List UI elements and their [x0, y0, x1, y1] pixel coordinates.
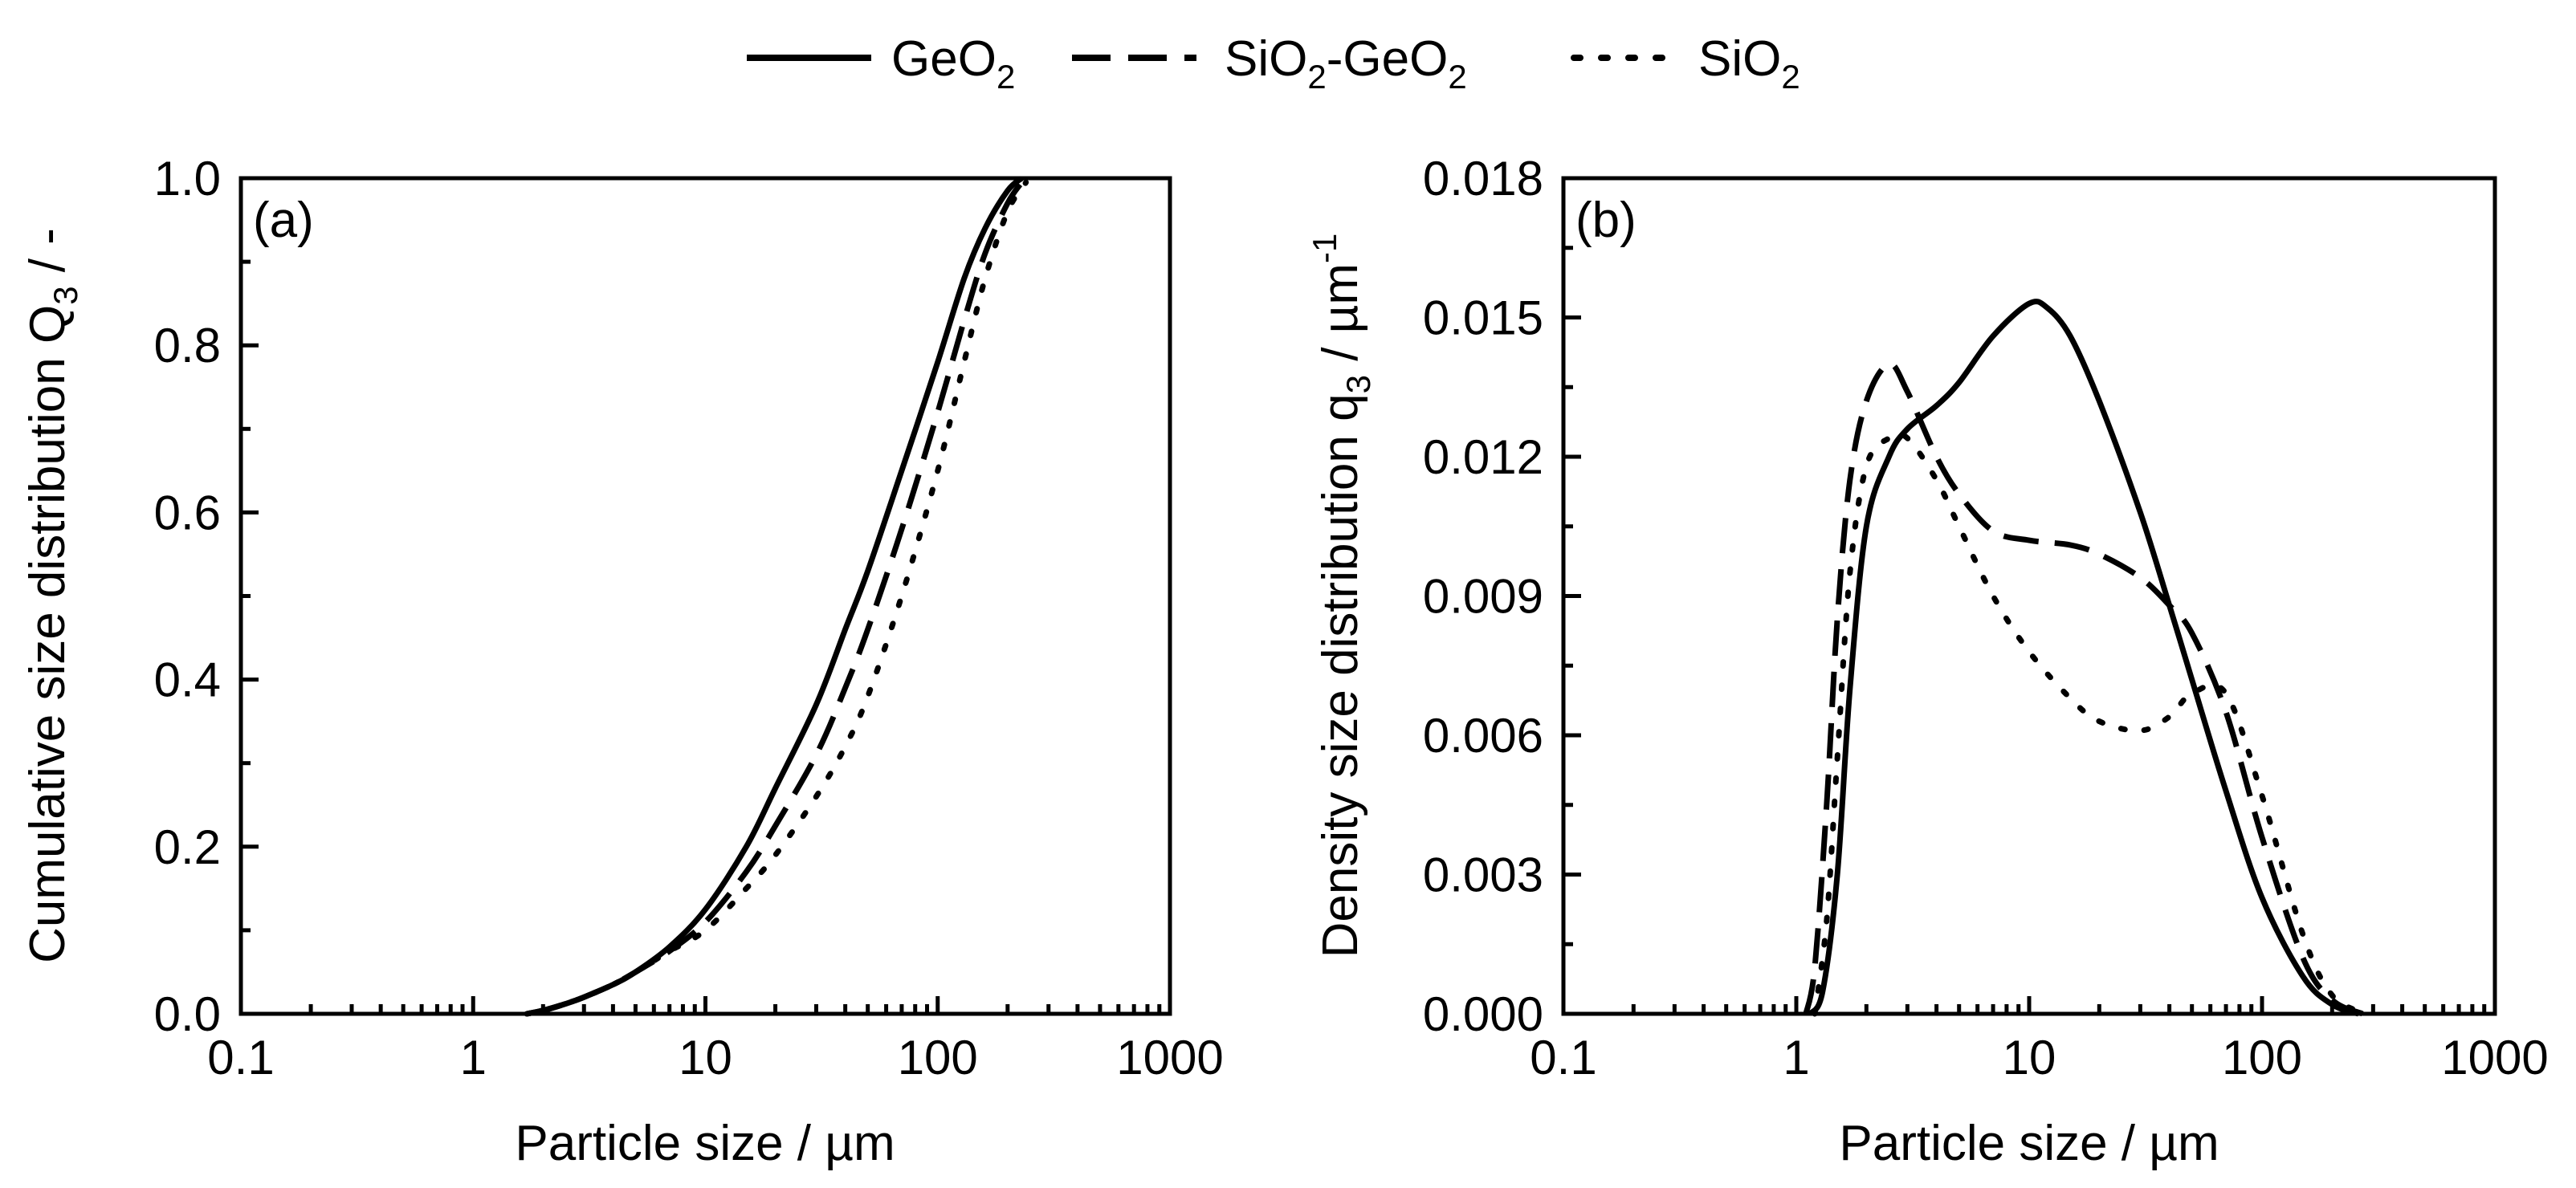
- panel-a: 0.1 1 10 100 1000 0.0 0.2 0.4 0.6 0.8 1.0 (a) Part…: [20, 152, 1224, 1171]
- panel-a-ticks: 0.1 1 10 100 1000 0.0 0.2 0.4 0.6 0.8 1.0: [154, 152, 1224, 1084]
- legend-label-sio2: SiO2: [1698, 31, 1800, 96]
- panel-a-series-solid: [526, 176, 1024, 1017]
- panel-b-series-dotted: [1812, 430, 2370, 1017]
- panel-a-x-tick-label: 0.1: [207, 1031, 274, 1084]
- panel-b-x-tick-label: 1000: [2441, 1031, 2548, 1084]
- panel-b-y-tick-label: 0.009: [1423, 570, 1543, 624]
- panel-b-y-tick-label: 0.015: [1423, 291, 1543, 345]
- panel-b-x-tick-label: 1: [1783, 1031, 1809, 1084]
- panel-b-y-tick-label: 0.018: [1423, 152, 1543, 205]
- panel-b-y-tick-label: 0.006: [1423, 709, 1543, 763]
- panel-a-y-tick-label: 1.0: [154, 152, 221, 205]
- panel-b-y-tick-label: 0.003: [1423, 848, 1543, 902]
- panel-b-y-tick-label: 0.000: [1423, 987, 1543, 1041]
- panel-a-x-tick-label: 100: [898, 1031, 978, 1084]
- panel-b: 0.1 1 10 100 1000 0.000 0.003 0.006 0.009 0.012 0.…: [1306, 152, 2549, 1171]
- panel-a-y-tick-label: 0.8: [154, 319, 221, 372]
- panel-a-y-tick-label: 0.4: [154, 653, 221, 707]
- legend-label-sio2-geo2: SiO2-GeO2: [1225, 31, 1467, 96]
- panel-a-frame: [238, 176, 1172, 1016]
- panel-b-series-dashed: [1803, 360, 2364, 1017]
- panel-b-curves: [1803, 299, 2370, 1017]
- panel-a-y-tick-label: 0.0: [154, 987, 221, 1041]
- panel-b-y-axis-title: Density size distribution q3 / µm-1: [1306, 234, 1377, 958]
- panel-b-frame: [1561, 176, 2497, 1016]
- panel-a-x-tick-label: 10: [679, 1031, 732, 1084]
- panel-a-x-tick-label: 1000: [1116, 1031, 1223, 1084]
- panel-b-x-tick-label: 100: [2222, 1031, 2302, 1084]
- legend: GeO2 SiO2-GeO2 SiO2: [747, 31, 1800, 96]
- panel-b-y-tick-label: 0.012: [1423, 430, 1543, 484]
- panel-b-x-tick-label: 10: [2003, 1031, 2056, 1084]
- panel-a-x-tick-label: 1: [460, 1031, 487, 1084]
- panel-a-series-dotted: [524, 179, 1029, 1017]
- panel-a-curves: [524, 176, 1029, 1017]
- panel-b-x-axis-title: Particle size / µm: [1839, 1116, 2219, 1171]
- legend-label-geo2: GeO2: [891, 31, 1015, 96]
- panel-a-y-axis-title: Cumulative size distribution Q3 / -: [20, 228, 84, 963]
- panel-a-x-axis-title: Particle size / µm: [515, 1116, 895, 1171]
- panel-b-label: (b): [1575, 193, 1636, 248]
- panel-a-series-dashed: [526, 181, 1025, 1017]
- panel-a-y-tick-label: 0.6: [154, 486, 221, 539]
- panel-b-x-tick-label: 0.1: [1530, 1031, 1596, 1084]
- panel-a-y-tick-label: 0.2: [154, 820, 221, 874]
- panel-b-ticks: 0.1 1 10 100 1000 0.000 0.003 0.006 0.009 0.012 0.…: [1423, 152, 2549, 1084]
- panel-a-label: (a): [253, 193, 314, 248]
- panel-b-series-solid: [1808, 299, 2360, 1017]
